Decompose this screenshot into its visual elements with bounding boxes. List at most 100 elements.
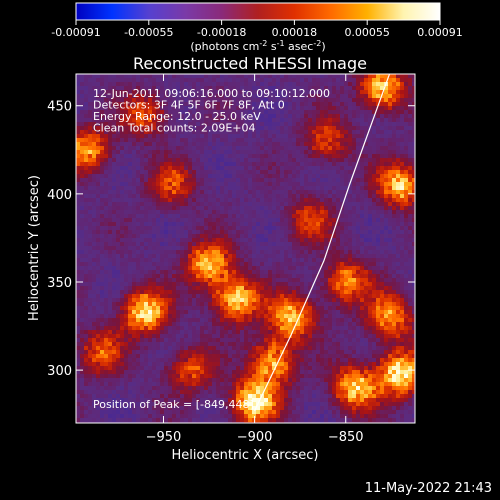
heatmap-cell [232, 346, 237, 351]
heatmap-cell [160, 362, 165, 367]
heatmap-cell [212, 262, 217, 267]
heatmap-cell [120, 310, 125, 315]
heatmap-cell [180, 302, 185, 307]
heatmap-cell [284, 202, 289, 207]
heatmap-cell [276, 414, 281, 419]
heatmap-cell [248, 310, 253, 315]
heatmap-cell [260, 314, 265, 319]
heatmap-cell [276, 322, 281, 327]
heatmap-cell [220, 130, 225, 135]
heatmap-cell [128, 122, 133, 127]
heatmap-cell [84, 82, 89, 87]
heatmap-cell [92, 382, 97, 387]
heatmap-cell [252, 402, 257, 407]
heatmap-cell [224, 214, 229, 219]
heatmap-cell [108, 414, 113, 419]
heatmap-cell [296, 218, 301, 223]
heatmap-cell [116, 374, 121, 379]
heatmap-cell [168, 178, 173, 183]
heatmap-cell [172, 270, 177, 275]
heatmap-cell [264, 330, 269, 335]
heatmap-cell [188, 178, 193, 183]
heatmap-cell [276, 198, 281, 203]
heatmap-cell [280, 122, 285, 127]
heatmap-cell [128, 182, 133, 187]
heatmap-cell [112, 114, 117, 119]
heatmap-cell [104, 210, 109, 215]
heatmap-cell [140, 234, 145, 239]
heatmap-cell [76, 398, 81, 403]
heatmap-cell [296, 198, 301, 203]
heatmap-cell [168, 386, 173, 391]
heatmap-cell [116, 270, 121, 275]
heatmap-cell [212, 370, 217, 375]
heatmap-cell [236, 166, 241, 171]
heatmap-cell [160, 86, 165, 91]
heatmap-cell [112, 210, 117, 215]
heatmap-cell [288, 282, 293, 287]
heatmap-cell [76, 378, 81, 383]
heatmap-cell [216, 162, 221, 167]
heatmap-cell [268, 394, 273, 399]
heatmap-cell [164, 302, 169, 307]
heatmap-cell [160, 378, 165, 383]
heatmap-cell [152, 266, 157, 271]
heatmap-cell [232, 266, 237, 271]
heatmap-cell [116, 194, 121, 199]
heatmap-cell [188, 378, 193, 383]
heatmap-cell [220, 390, 225, 395]
heatmap-cell [108, 294, 113, 299]
heatmap-cell [280, 346, 285, 351]
heatmap-cell [216, 130, 221, 135]
heatmap-cell [100, 338, 105, 343]
heatmap-cell [268, 234, 273, 239]
heatmap-cell [256, 206, 261, 211]
heatmap-cell [100, 150, 105, 155]
heatmap-cell [136, 258, 141, 263]
heatmap-cell [196, 106, 201, 111]
heatmap-cell [292, 390, 297, 395]
heatmap-cell [292, 210, 297, 215]
heatmap-cell [276, 190, 281, 195]
heatmap-cell [80, 254, 85, 259]
heatmap-cell [216, 190, 221, 195]
heatmap-cell [240, 370, 245, 375]
heatmap-cell [232, 270, 237, 275]
heatmap-cell [284, 230, 289, 235]
heatmap-cell [156, 366, 161, 371]
heatmap-cell [104, 346, 109, 351]
heatmap-cell [300, 146, 305, 151]
heatmap-cell [152, 306, 157, 311]
heatmap-cell [88, 242, 93, 247]
heatmap-cell [188, 418, 193, 423]
heatmap-cell [216, 138, 221, 143]
heatmap-cell [208, 146, 213, 151]
heatmap-cell [128, 150, 133, 155]
heatmap-cell [224, 230, 229, 235]
heatmap-cell [200, 110, 205, 115]
heatmap-cell [148, 94, 153, 99]
heatmap-cell [96, 290, 101, 295]
heatmap-cell [112, 370, 117, 375]
heatmap-cell [244, 90, 249, 95]
heatmap-cell [196, 130, 201, 135]
heatmap-cell [84, 210, 89, 215]
heatmap-cell [200, 122, 205, 127]
heatmap-cell [92, 314, 97, 319]
heatmap-cell [196, 254, 201, 259]
heatmap-cell [284, 98, 289, 103]
heatmap-cell [296, 114, 301, 119]
heatmap-cell [276, 154, 281, 159]
heatmap-cell [108, 298, 113, 303]
heatmap-cell [128, 86, 133, 91]
heatmap-cell [164, 126, 169, 131]
heatmap-cell [128, 94, 133, 99]
heatmap-cell [160, 210, 165, 215]
heatmap-cell [144, 146, 149, 151]
heatmap-cell [240, 166, 245, 171]
heatmap-cell [292, 182, 297, 187]
heatmap-cell [156, 242, 161, 247]
heatmap-cell [188, 314, 193, 319]
heatmap-cell [100, 398, 105, 403]
heatmap-cell [268, 122, 273, 127]
